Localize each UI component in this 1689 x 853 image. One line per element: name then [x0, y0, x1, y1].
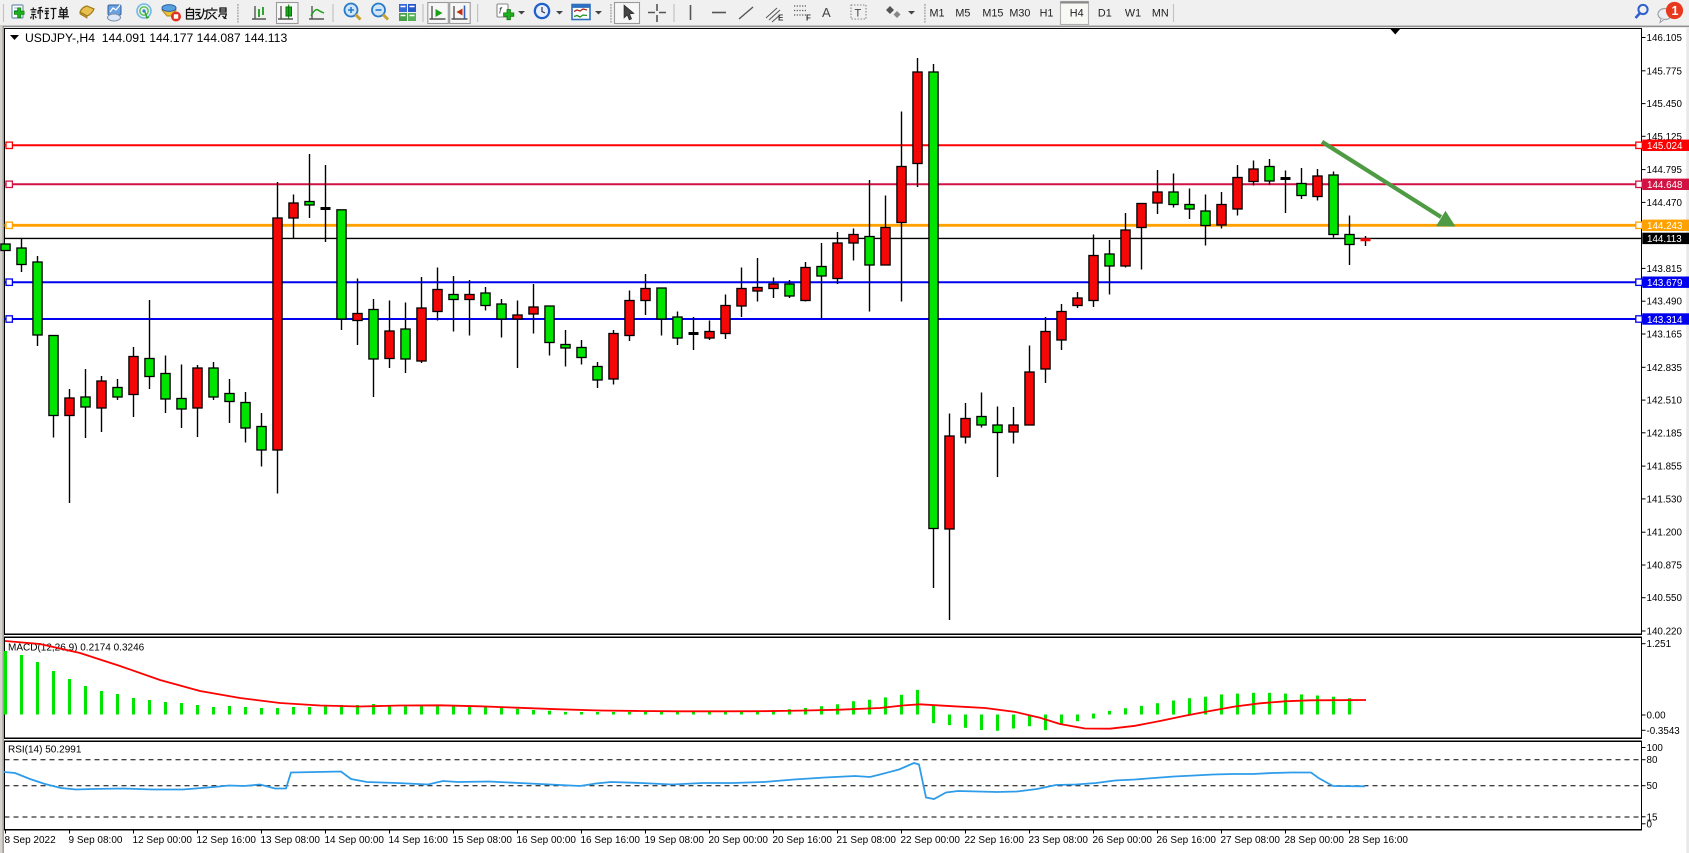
svg-text:142.510: 142.510	[1647, 396, 1683, 407]
svg-text:M5: M5	[955, 8, 970, 20]
svg-text:1.251: 1.251	[1647, 639, 1672, 650]
svg-text:143.314: 143.314	[1647, 315, 1683, 326]
svg-text:1: 1	[1672, 4, 1679, 18]
svg-text:H1: H1	[1040, 8, 1054, 20]
svg-text:F: F	[806, 14, 811, 23]
svg-text:M1: M1	[930, 8, 945, 20]
svg-text:E: E	[778, 14, 784, 23]
svg-text:8 Sep 2022: 8 Sep 2022	[5, 835, 57, 846]
svg-text:141.530: 141.530	[1647, 494, 1683, 505]
svg-text:M15: M15	[982, 8, 1003, 20]
svg-text:15 Sep 08:00: 15 Sep 08:00	[453, 835, 513, 846]
svg-text:RSI(14) 50.2991: RSI(14) 50.2991	[8, 745, 82, 756]
svg-text:146.105: 146.105	[1647, 33, 1683, 44]
svg-text:28 Sep 16:00: 28 Sep 16:00	[1349, 835, 1409, 846]
svg-text:20 Sep 16:00: 20 Sep 16:00	[773, 835, 833, 846]
svg-text:145.125: 145.125	[1647, 132, 1683, 143]
svg-text:100: 100	[1647, 743, 1664, 754]
svg-text:27 Sep 08:00: 27 Sep 08:00	[1221, 835, 1281, 846]
svg-text:23 Sep 08:00: 23 Sep 08:00	[1029, 835, 1089, 846]
svg-text:0: 0	[1647, 819, 1653, 830]
svg-text:W1: W1	[1125, 8, 1141, 20]
svg-text:22 Sep 00:00: 22 Sep 00:00	[901, 835, 961, 846]
svg-text:144.795: 144.795	[1647, 165, 1683, 176]
svg-text:141.855: 141.855	[1647, 462, 1683, 473]
svg-text:145.450: 145.450	[1647, 99, 1683, 110]
svg-text:MACD(12,26,9) 0.2174 0.3246: MACD(12,26,9) 0.2174 0.3246	[8, 643, 145, 654]
svg-text:143.679: 143.679	[1647, 278, 1682, 289]
svg-text:142.835: 142.835	[1647, 363, 1683, 374]
svg-text:20 Sep 00:00: 20 Sep 00:00	[709, 835, 769, 846]
svg-text:15: 15	[1647, 812, 1658, 823]
svg-text:142.185: 142.185	[1647, 428, 1683, 439]
svg-text:143.490: 143.490	[1647, 297, 1683, 308]
svg-text:144.113: 144.113	[1647, 234, 1682, 245]
svg-text:-0.3543: -0.3543	[1647, 726, 1681, 737]
svg-text:140.875: 140.875	[1647, 561, 1683, 572]
svg-text:MN: MN	[1152, 8, 1169, 20]
svg-text:28 Sep 00:00: 28 Sep 00:00	[1285, 835, 1345, 846]
svg-text:14 Sep 16:00: 14 Sep 16:00	[389, 835, 449, 846]
svg-text:16 Sep 00:00: 16 Sep 00:00	[517, 835, 577, 846]
svg-text:T: T	[855, 8, 862, 20]
svg-text:USDJPY-,H4 144.091 144.177 14: USDJPY-,H4 144.091 144.177 144.087 144.1…	[25, 31, 287, 45]
svg-text:50: 50	[1647, 781, 1658, 792]
svg-text:140.220: 140.220	[1647, 627, 1683, 638]
svg-text:145.024: 145.024	[1647, 141, 1683, 152]
svg-text:12 Sep 00:00: 12 Sep 00:00	[133, 835, 193, 846]
svg-text:144.243: 144.243	[1647, 221, 1683, 232]
svg-text:80: 80	[1647, 755, 1658, 766]
svg-text:19 Sep 08:00: 19 Sep 08:00	[645, 835, 705, 846]
svg-text:21 Sep 08:00: 21 Sep 08:00	[837, 835, 897, 846]
svg-text:140.550: 140.550	[1647, 593, 1683, 604]
svg-text:145.775: 145.775	[1647, 66, 1683, 77]
svg-text:0.00: 0.00	[1647, 711, 1667, 722]
svg-text:H4: H4	[1070, 8, 1084, 20]
svg-text:14 Sep 00:00: 14 Sep 00:00	[325, 835, 385, 846]
svg-text:141.200: 141.200	[1647, 528, 1683, 539]
svg-text:144.648: 144.648	[1647, 180, 1683, 191]
svg-text:26 Sep 00:00: 26 Sep 00:00	[1093, 835, 1153, 846]
svg-text:D1: D1	[1098, 8, 1112, 20]
svg-text:A: A	[822, 5, 831, 20]
svg-text:143.165: 143.165	[1647, 330, 1683, 341]
svg-text:143.815: 143.815	[1647, 264, 1683, 275]
svg-text:144.470: 144.470	[1647, 198, 1683, 209]
svg-text:22 Sep 16:00: 22 Sep 16:00	[965, 835, 1025, 846]
svg-text:13 Sep 08:00: 13 Sep 08:00	[261, 835, 321, 846]
svg-text:9 Sep 08:00: 9 Sep 08:00	[69, 835, 123, 846]
svg-text:f: f	[499, 6, 503, 16]
svg-text:16 Sep 16:00: 16 Sep 16:00	[581, 835, 641, 846]
svg-text:12 Sep 16:00: 12 Sep 16:00	[197, 835, 257, 846]
svg-text:26 Sep 16:00: 26 Sep 16:00	[1157, 835, 1217, 846]
svg-text:M30: M30	[1009, 8, 1030, 20]
